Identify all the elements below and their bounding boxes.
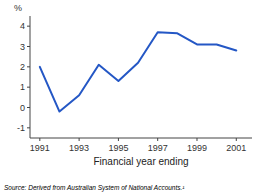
y-tick-label: 2	[20, 62, 25, 72]
x-axis-label: Financial year ending	[93, 156, 188, 167]
y-tick-label: -1	[17, 123, 25, 133]
chart-container: 1991 1993 1995 1997 1999 2001 -1 0 1 2 3 4% Financia…	[0, 0, 262, 196]
x-tick-label: 1991	[30, 143, 50, 153]
x-axis-line	[30, 138, 252, 139]
y-tick	[27, 46, 30, 47]
x-tick	[196, 138, 197, 141]
y-tick	[27, 26, 30, 27]
x-tick-label: 1993	[69, 143, 89, 153]
y-tick-label: 4	[20, 21, 25, 31]
y-axis-label: %	[14, 3, 22, 13]
y-tick	[27, 87, 30, 88]
x-tick	[39, 138, 40, 141]
data-line	[40, 32, 236, 111]
x-tick-label: 1995	[108, 143, 128, 153]
x-tick-label: 2001	[226, 143, 246, 153]
plot-area	[40, 32, 236, 111]
x-tick-label: 1997	[148, 143, 168, 153]
x-tick	[236, 138, 237, 141]
y-tick	[27, 66, 30, 67]
x-tick	[79, 138, 80, 141]
chart: 1991 1993 1995 1997 1999 2001 -1 0 1 2 3 4% Financia…	[0, 0, 262, 196]
y-tick	[27, 127, 30, 128]
y-tick-label: 1	[20, 82, 25, 92]
y-tick	[27, 107, 30, 108]
x-tick	[118, 138, 119, 141]
x-tick	[157, 138, 158, 141]
y-axis-line	[30, 16, 31, 138]
source-note: Source: Derived from Australian System o…	[4, 184, 185, 192]
y-tick-label: 0	[20, 103, 25, 113]
y-tick-label: 3	[20, 42, 25, 52]
x-tick-label: 1999	[187, 143, 207, 153]
